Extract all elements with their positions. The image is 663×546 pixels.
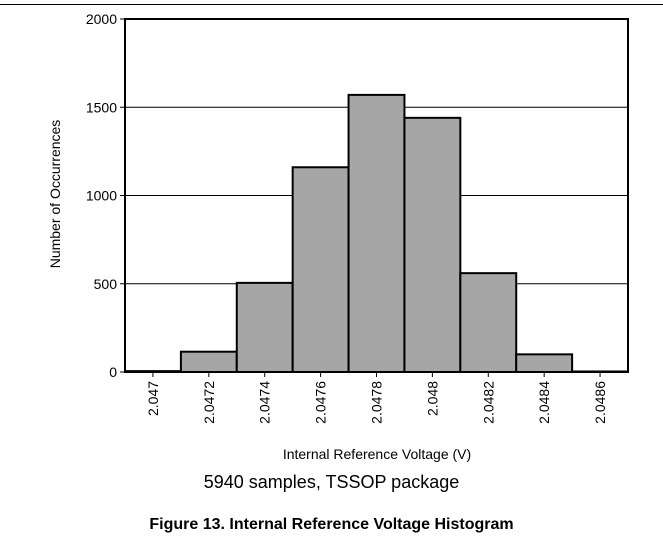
histogram-bar-7: [515, 353, 574, 374]
y-axis-label: Number of Occurrences: [47, 120, 63, 269]
x-tick-label: 2.0484: [536, 381, 552, 424]
histogram-bar-2: [235, 281, 294, 373]
histogram-bar-1: [179, 350, 238, 374]
x-tick-label: 2.0472: [201, 381, 217, 424]
top-rule: [0, 4, 663, 5]
y-tick-label: 1500: [86, 99, 117, 115]
histogram-bar-4: [347, 93, 406, 374]
x-axis-label: Internal Reference Voltage (V): [283, 446, 471, 462]
x-tick-label: 2.0478: [369, 381, 385, 424]
histogram-chart: 0 500 1000 1500 2000 2.047 2.0472 2.0474 2.0476…: [47, 11, 629, 462]
x-tick-label: 2.0486: [592, 381, 608, 424]
histogram-bar-3: [291, 166, 350, 373]
x-tick-label: 2.0474: [257, 381, 273, 424]
figure-title: Figure 13. Internal Reference Voltage Hi…: [149, 516, 514, 533]
y-tick-label: 2000: [86, 11, 117, 27]
chart-subtitle: 5940 samples, TSSOP package: [203, 472, 460, 492]
x-tick-label: 2.048: [424, 381, 440, 416]
x-ticks: 2.047 2.0472 2.0474 2.0476 2.0478 2.048 2.0482…: [145, 372, 608, 424]
y-tick-label: 1000: [86, 188, 117, 204]
histogram-bar-5: [403, 116, 462, 373]
bars: [124, 93, 629, 374]
y-tick-label: 0: [109, 364, 117, 380]
x-tick-label: 2.0476: [313, 381, 329, 424]
x-tick-label: 2.047: [145, 381, 161, 416]
x-tick-label: 2.0482: [480, 381, 496, 424]
y-ticks: 0 500 1000 1500 2000: [86, 11, 125, 380]
y-tick-label: 500: [94, 276, 118, 292]
histogram-bar-6: [459, 272, 518, 373]
